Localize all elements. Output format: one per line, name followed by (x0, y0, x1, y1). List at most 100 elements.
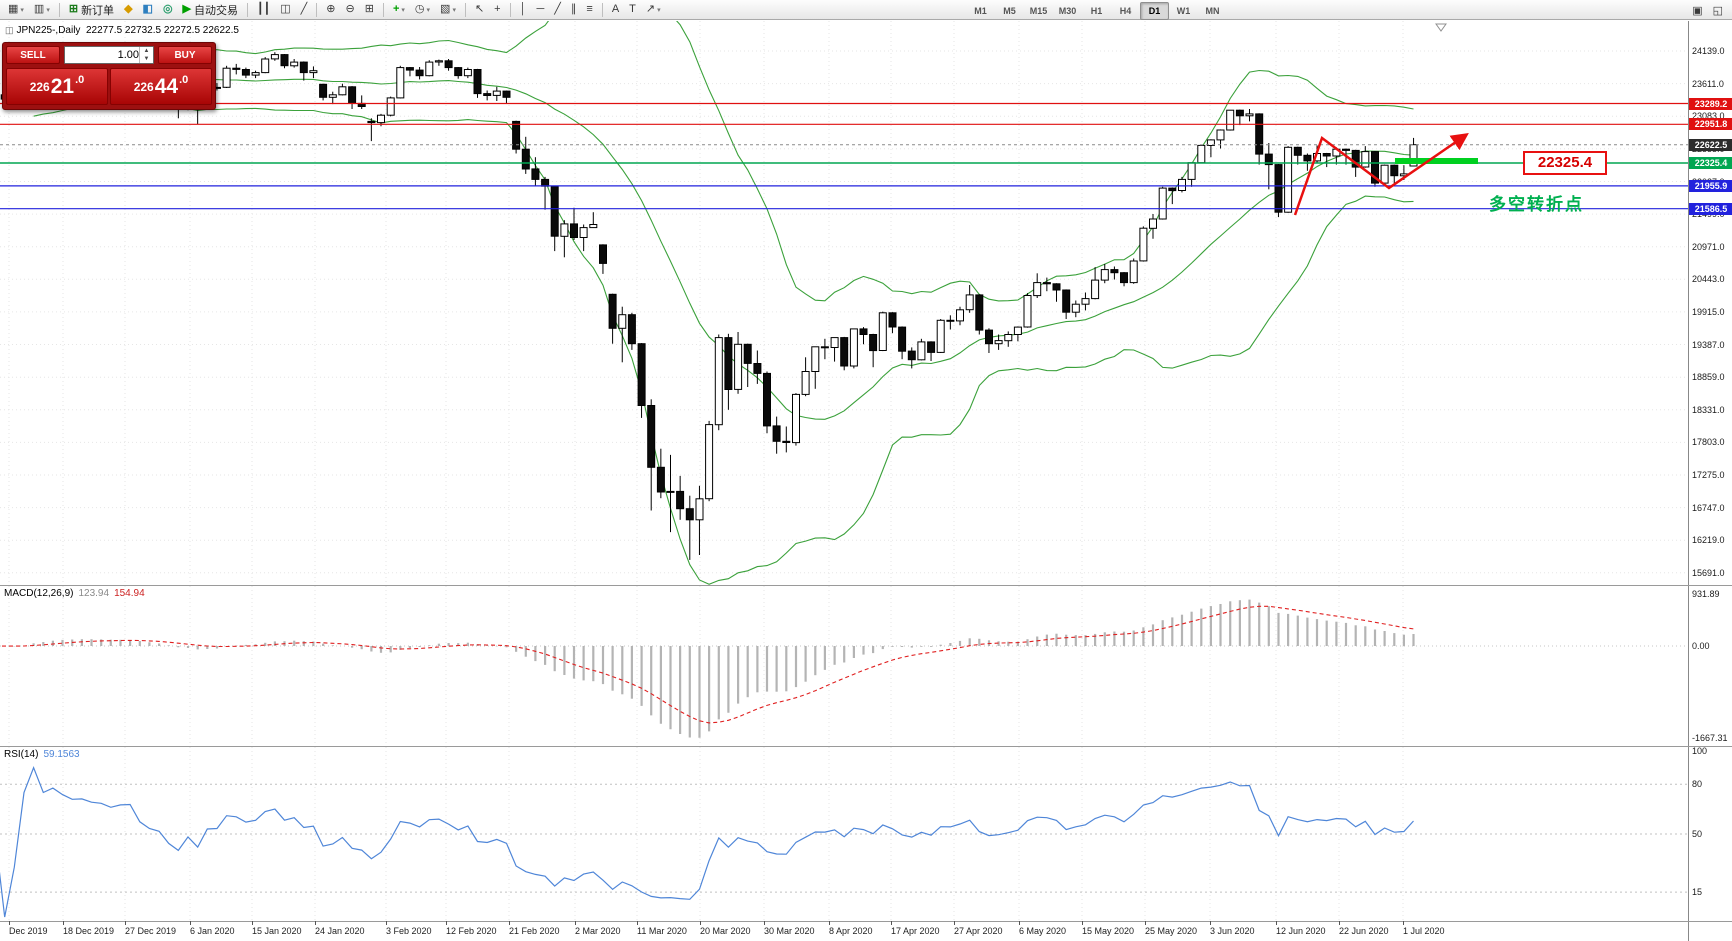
timeframe-h4-button[interactable]: H4 (1119, 6, 1132, 16)
buy-price-button[interactable]: 226 44.0 (110, 68, 212, 105)
new-order-button: ⊞ (68, 3, 79, 15)
arrows-icon-dropdown[interactable]: ▾ (657, 6, 661, 14)
candlestick-chart-icon[interactable]: ◫ (276, 1, 294, 19)
date-tick (764, 921, 765, 925)
horizontal-line-icon[interactable]: ─ (532, 1, 548, 19)
date-axis-label: 3 Jun 2020 (1210, 926, 1255, 936)
volume-down-icon[interactable]: ▼ (143, 56, 150, 62)
toolbar-separator (316, 2, 318, 17)
chart-grid (0, 21, 1688, 585)
periods-icon-dropdown[interactable]: ▾ (426, 6, 431, 14)
timeframe-w1-button[interactable]: W1 (1176, 6, 1191, 16)
fullscreen-icon[interactable]: ◱ (1712, 4, 1723, 17)
indicators-icon[interactable]: + ▾ (389, 1, 409, 19)
timeframe-h1-button[interactable]: H1 (1090, 6, 1103, 16)
volume-up-icon[interactable]: ▲ (143, 48, 150, 54)
new-chart-icon[interactable]: ▦ ▾ (4, 1, 28, 19)
macd-canvas[interactable] (0, 586, 1688, 746)
metaeditor-icon[interactable]: ◆ (120, 1, 136, 19)
date-tick (954, 921, 955, 925)
cursor-icon[interactable]: ↖ (471, 1, 488, 19)
toolbar-separator (509, 2, 511, 17)
toolbar-separator (382, 2, 384, 17)
toolbar-separator (247, 2, 249, 17)
fibonacci-icon[interactable]: ≡ (582, 1, 596, 19)
price-level-tag: 22951.8 (1689, 118, 1732, 131)
market-watch-icon[interactable]: ◧ (139, 1, 157, 19)
timeframe-m15-button[interactable]: M15 (1029, 6, 1048, 16)
date-axis-label: 2 Mar 2020 (575, 926, 621, 936)
candles (0, 52, 1418, 560)
green-trendline-annotation[interactable] (1395, 158, 1478, 164)
sell-price-button[interactable]: 226 21.0 (6, 68, 108, 105)
date-axis-label: 27 Dec 2019 (125, 926, 177, 936)
date-axis-label: 15 Jan 2020 (252, 926, 302, 936)
date-axis-label: 6 Jan 2020 (190, 926, 235, 936)
date-tick (891, 921, 892, 925)
zoom-in-icon: ⊕ (326, 3, 336, 15)
text-icon[interactable]: A (608, 1, 623, 19)
macd-value: 123.94 (78, 588, 110, 599)
rsi-title: RSI(14) 59.1563 (4, 749, 80, 760)
data-window-icon[interactable]: ◎ (159, 1, 177, 19)
volume-input[interactable]: 1.00 ▲ ▼ (64, 46, 154, 64)
volume-stepper[interactable]: ▲ ▼ (139, 47, 153, 63)
date-axis-label: Dec 2019 (9, 926, 48, 936)
rsi-canvas[interactable] (0, 747, 1688, 921)
turning-point-label[interactable]: 多空转折点 (1489, 195, 1584, 214)
price-callout-box[interactable]: 22325.4 (1523, 151, 1607, 175)
arrows-icon[interactable]: ↗ ▾ (642, 1, 665, 19)
timeframe-d1-button[interactable]: D1 (1140, 2, 1169, 20)
trendline-icon[interactable]: ╱ (550, 1, 565, 19)
bollinger-middle-band (33, 74, 1414, 420)
zoom-out-icon[interactable]: ⊖ (342, 1, 359, 19)
date-axis-line (0, 921, 1732, 922)
autotrading-button-label: 自动交易 (194, 4, 239, 17)
metaeditor-icon: ◆ (124, 3, 133, 15)
timeframe-m30-button[interactable]: M30 (1058, 6, 1077, 16)
macd-separator[interactable] (0, 585, 1732, 586)
fibonacci-icon: ≡ (586, 3, 593, 15)
price-axis-label: 18331.0 (1692, 404, 1725, 415)
new-order-button[interactable]: ⊞ 新订单 (65, 1, 118, 19)
zoom-in-icon[interactable]: ⊕ (322, 1, 339, 19)
toolbar-right-group: ▣ ◱ (1687, 2, 1728, 20)
rsi-axis-label: 15 (1692, 887, 1703, 897)
timeframe-mn-button[interactable]: MN (1205, 6, 1220, 16)
price-chart-canvas[interactable] (0, 21, 1688, 585)
crosshair-icon[interactable]: + (490, 1, 504, 19)
periods-icon[interactable]: ◷ ▾ (411, 1, 434, 19)
horizontal-level-lines[interactable] (0, 102, 1688, 210)
vertical-line-icon[interactable]: │ (516, 1, 531, 19)
profiles-icon[interactable]: ▥ ▾ (30, 1, 54, 19)
date-tick (1145, 921, 1146, 925)
profiles-icon-dropdown[interactable]: ▾ (46, 6, 50, 14)
trend-arrow-annotation[interactable] (1293, 133, 1469, 216)
line-chart-icon[interactable]: ╱ (297, 1, 312, 19)
date-axis-label: 20 Mar 2020 (700, 926, 751, 936)
indicators-icon-dropdown[interactable]: ▾ (401, 6, 405, 14)
chart-window-icon[interactable]: ▣ (1692, 4, 1703, 17)
price-axis-label: 23611.0 (1692, 78, 1724, 89)
templates-icon-dropdown[interactable]: ▾ (452, 6, 456, 14)
autotrading-button[interactable]: ▶ 自动交易 (179, 1, 242, 19)
text-label-icon[interactable]: T (625, 1, 640, 19)
date-tick (9, 921, 10, 925)
buy-button[interactable]: BUY (158, 46, 212, 64)
rsi-axis-label: 80 (1692, 779, 1703, 789)
channel-icon[interactable]: ∥ (567, 1, 581, 19)
rsi-separator[interactable] (0, 746, 1732, 747)
new-chart-icon-dropdown[interactable]: ▾ (20, 6, 24, 14)
sell-button[interactable]: SELL (6, 46, 60, 64)
timeframe-m5-button[interactable]: M5 (1003, 6, 1016, 16)
date-tick (1082, 921, 1083, 925)
price-axis[interactable]: 24139.023611.023083.022555.022027.021499… (1688, 21, 1732, 941)
tile-windows-icon[interactable]: ⊞ (361, 1, 378, 19)
bar-chart-icon[interactable]: ┃┃ (253, 1, 274, 19)
templates-icon[interactable]: ▧ ▾ (436, 1, 460, 19)
timeframe-m1-button[interactable]: M1 (974, 6, 987, 16)
chart-shift-marker[interactable] (1435, 23, 1447, 32)
date-axis-label: 11 Mar 2020 (637, 926, 687, 936)
date-tick (829, 921, 830, 925)
volume-value[interactable]: 1.00 (117, 49, 139, 61)
